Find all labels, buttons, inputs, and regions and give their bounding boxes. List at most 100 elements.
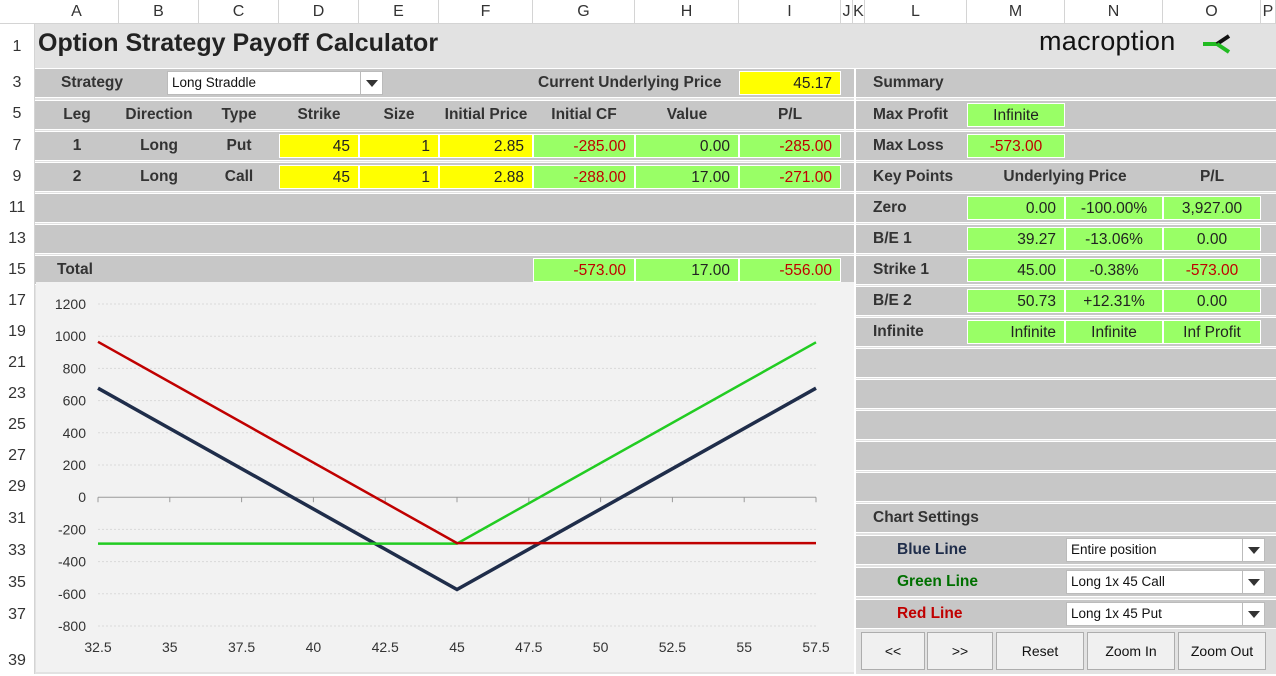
zoom-out-button[interactable]: Zoom Out <box>1178 632 1266 670</box>
x-tick-label: 57.5 <box>802 639 829 655</box>
red-line-label: Red Line <box>897 605 963 622</box>
column-header[interactable]: O <box>1163 0 1261 24</box>
key-point-name: Zero <box>873 199 907 216</box>
key-point-percent: Infinite <box>1065 320 1163 344</box>
row-header[interactable]: 27 <box>8 447 26 464</box>
column-header[interactable]: M <box>967 0 1065 24</box>
x-tick-label: 52.5 <box>659 639 686 655</box>
column-header[interactable]: D <box>279 0 359 24</box>
column-header[interactable]: L <box>865 0 967 24</box>
column-header[interactable]: J <box>841 0 853 24</box>
panel-divider <box>854 68 856 674</box>
summary-label: Summary <box>873 74 944 91</box>
column-header[interactable]: H <box>635 0 739 24</box>
max-loss-label: Max Loss <box>873 137 944 154</box>
reset-button[interactable]: Reset <box>996 632 1084 670</box>
row-header[interactable]: 11 <box>8 199 26 216</box>
page-title: Option Strategy Payoff Calculator <box>38 29 439 57</box>
total-initial-cf: -573.00 <box>533 258 635 282</box>
total-label: Total <box>57 261 93 278</box>
red-line-select[interactable]: Long 1x 45 Put <box>1066 602 1265 626</box>
row-header[interactable]: 37 <box>8 606 26 623</box>
leg-1-initial-cf: -285.00 <box>533 134 635 158</box>
right-empty-row-25 <box>855 410 1276 440</box>
blue-line-label: Blue Line <box>897 541 967 558</box>
row-header[interactable]: 9 <box>12 168 22 185</box>
column-header[interactable]: B <box>119 0 199 24</box>
key-point-pl: 3,927.00 <box>1163 196 1261 220</box>
x-tick-label: 50 <box>593 639 609 655</box>
chevron-down-icon[interactable] <box>1242 571 1264 593</box>
header-initial-price: Initial Price <box>444 106 528 123</box>
column-header[interactable]: C <box>199 0 279 24</box>
row-header[interactable]: 13 <box>8 230 26 247</box>
row-header[interactable]: 17 <box>8 292 26 309</box>
row-header[interactable]: 25 <box>8 416 26 433</box>
x-tick-label: 40 <box>306 639 322 655</box>
key-point-pl: 0.00 <box>1163 289 1261 313</box>
key-point-percent: -100.00% <box>1065 196 1163 220</box>
header-size: Size <box>383 106 415 123</box>
next-button[interactable]: >> <box>927 632 993 670</box>
leg-2-initial-cf: -288.00 <box>533 165 635 189</box>
leg-2-strike-input[interactable]: 45 <box>279 165 359 189</box>
total-pl: -556.00 <box>739 258 841 282</box>
row-header[interactable]: 23 <box>8 385 26 402</box>
underlying-price-input[interactable]: 45.17 <box>739 71 841 95</box>
column-header[interactable]: E <box>359 0 439 24</box>
row-header[interactable]: 5 <box>12 105 22 122</box>
leg-1-strike-input[interactable]: 45 <box>279 134 359 158</box>
header-strike: Strike <box>297 106 341 123</box>
key-point-percent: -0.38% <box>1065 258 1163 282</box>
row-header[interactable]: 35 <box>8 574 26 591</box>
right-empty-row-29 <box>855 472 1276 502</box>
green-line-select[interactable]: Long 1x 45 Call <box>1066 570 1265 594</box>
x-tick-label: 42.5 <box>372 639 399 655</box>
key-point-pl: 0.00 <box>1163 227 1261 251</box>
green-line-value: Long 1x 45 Call <box>1071 574 1165 589</box>
column-header[interactable]: P <box>1261 0 1276 24</box>
row-header[interactable]: 7 <box>12 137 22 154</box>
max-profit-label: Max Profit <box>873 106 948 123</box>
row-header[interactable]: 19 <box>8 323 26 340</box>
leg-2-price-input[interactable]: 2.88 <box>439 165 533 189</box>
strategy-select[interactable]: Long Straddle <box>167 71 383 95</box>
zoom-in-button[interactable]: Zoom In <box>1087 632 1175 670</box>
max-profit-value: Infinite <box>967 103 1065 127</box>
worksheet: Option Strategy Payoff Calculator macrop… <box>35 24 1276 674</box>
chevron-down-icon[interactable] <box>1242 603 1264 625</box>
key-points-header-row <box>855 162 1276 192</box>
leg-1-number: 1 <box>72 137 82 154</box>
blue-line-select[interactable]: Entire position <box>1066 538 1265 562</box>
row-header[interactable]: 33 <box>8 542 26 559</box>
row-header[interactable]: 3 <box>12 74 22 91</box>
chevron-down-icon[interactable] <box>360 72 382 94</box>
row-header[interactable]: 15 <box>8 261 26 278</box>
header-initial-cf: Initial CF <box>551 106 617 123</box>
column-header[interactable]: A <box>35 0 119 24</box>
row-header[interactable]: 21 <box>8 354 26 371</box>
column-header[interactable]: I <box>739 0 841 24</box>
column-header[interactable]: G <box>533 0 635 24</box>
column-header[interactable]: K <box>853 0 865 24</box>
x-tick-label: 37.5 <box>228 639 255 655</box>
column-header[interactable]: F <box>439 0 533 24</box>
key-point-pl: -573.00 <box>1163 258 1261 282</box>
chevron-down-icon[interactable] <box>1242 539 1264 561</box>
row-header[interactable]: 29 <box>8 478 26 495</box>
x-tick-label: 47.5 <box>515 639 542 655</box>
leg-1-value: 0.00 <box>635 134 739 158</box>
row-header[interactable]: 39 <box>8 652 26 669</box>
header-type: Type <box>221 106 257 123</box>
leg-2-value: 17.00 <box>635 165 739 189</box>
column-header[interactable]: N <box>1065 0 1163 24</box>
header-value: Value <box>666 106 708 123</box>
prev-button[interactable]: << <box>861 632 925 670</box>
leg-1-size-input[interactable]: 1 <box>359 134 439 158</box>
leg-2-size-input[interactable]: 1 <box>359 165 439 189</box>
row-header[interactable]: 31 <box>8 510 26 527</box>
key-point-pl: Inf Profit <box>1163 320 1261 344</box>
row-header[interactable]: 1 <box>12 38 22 55</box>
leg-1-price-input[interactable]: 2.85 <box>439 134 533 158</box>
y-tick-label: 600 <box>63 393 87 409</box>
